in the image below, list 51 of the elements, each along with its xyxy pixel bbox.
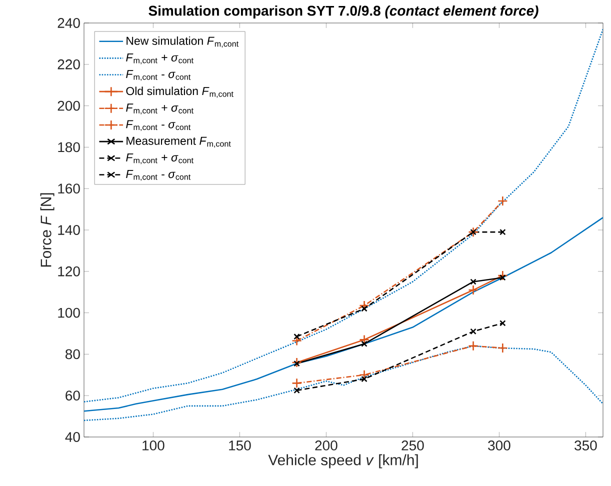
- x-tick-label: 150: [229, 440, 251, 450]
- legend-label: F$_{m,cont}$ - σ$_{cont}$: [126, 70, 191, 81]
- y-tick-label: 220: [58, 59, 80, 70]
- point: [500, 274, 506, 281]
- point: [294, 333, 300, 340]
- point: [500, 320, 506, 326]
- point: [294, 387, 300, 394]
- x-tick-label: 350: [574, 440, 597, 450]
- x-tick-label: 300: [488, 440, 510, 450]
- y-axis-title: Force F [N]: [40, 193, 54, 267]
- y-tick-label: 40: [65, 432, 80, 442]
- point: [292, 357, 302, 368]
- legend-label: New simulation F$_{m,cont}$: [126, 36, 239, 48]
- y-tick-label: 120: [58, 266, 80, 276]
- point: [294, 360, 300, 367]
- y-tick-label: 240: [58, 18, 80, 28]
- point: [498, 270, 508, 281]
- x-tick-label: 100: [142, 440, 164, 450]
- line-series: [84, 345, 604, 422]
- y-tick-label: 100: [58, 308, 80, 318]
- point: [361, 306, 368, 312]
- y-tick-label: 80: [66, 349, 80, 360]
- point: [361, 340, 368, 347]
- y-tick-label: 200: [58, 100, 80, 111]
- point: [470, 328, 476, 335]
- point: [292, 378, 302, 388]
- point: [468, 284, 478, 296]
- point: [470, 278, 476, 285]
- y-tick-label: 180: [58, 142, 80, 152]
- point: [498, 196, 508, 206]
- point: [468, 340, 478, 352]
- legend-label: Measurement F$_{m,cont}$: [126, 136, 231, 148]
- line-series: [84, 216, 604, 412]
- legend-label: F$_{m,cont}$ - σ$_{cont}$: [126, 120, 191, 132]
- point: [359, 300, 370, 311]
- legend-label: F$_{m,cont}$ + σ$_{cont}$: [126, 104, 194, 114]
- legend-label: F$_{m,cont}$ + σ$_{cont}$: [126, 153, 194, 164]
- x-axis-title: Vehicle speed v [km/h]: [268, 454, 418, 468]
- point: [500, 228, 506, 236]
- x-tick-label: 200: [315, 440, 338, 450]
- y-tick-label: 160: [58, 184, 80, 194]
- point: [498, 342, 508, 354]
- x-tick-label: 250: [402, 440, 424, 450]
- legend-label: F$_{m,cont}$ + σ$_{cont}$: [126, 53, 194, 64]
- point: [361, 376, 368, 382]
- legend-label: F$_{m,cont}$ - σ$_{cont}$: [126, 170, 191, 181]
- y-tick-label: 140: [58, 225, 80, 235]
- line-series: [84, 28, 604, 402]
- y-tick-label: 60: [66, 390, 80, 401]
- legend-label: Old simulation F$_{m,cont}$: [126, 86, 234, 98]
- chart-title: Simulation comparison SYT 7.0/9.8 (contact element force): [148, 5, 538, 18]
